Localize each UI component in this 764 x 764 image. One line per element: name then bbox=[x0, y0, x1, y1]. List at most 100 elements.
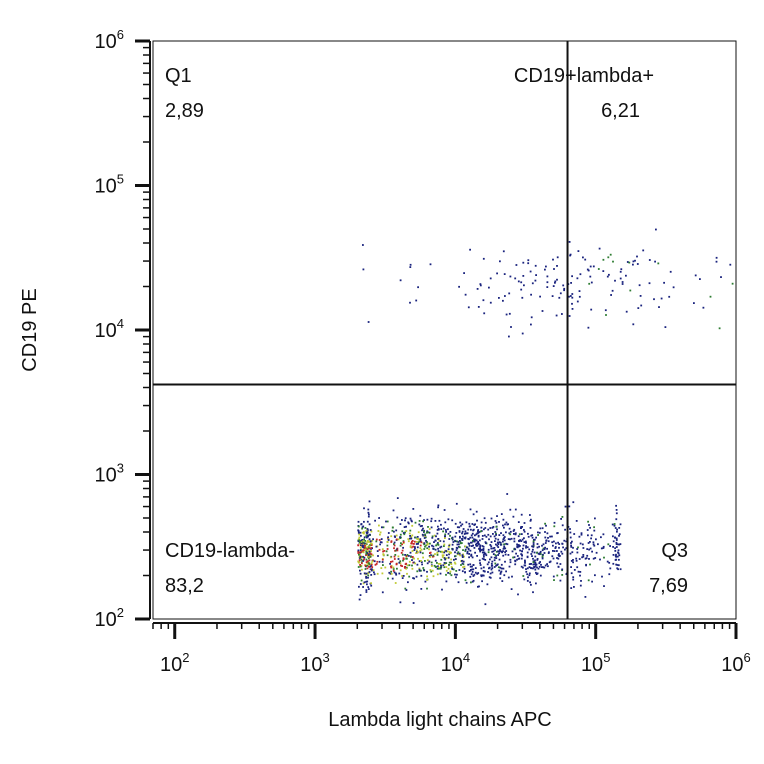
event-dot bbox=[603, 585, 605, 587]
event-dot bbox=[473, 547, 476, 549]
event-dot bbox=[440, 566, 442, 569]
event-dot bbox=[447, 528, 449, 531]
event-dot bbox=[529, 514, 531, 516]
event-dot bbox=[464, 530, 467, 533]
event-dot bbox=[509, 275, 512, 278]
event-dot bbox=[469, 575, 472, 578]
event-dot bbox=[437, 550, 440, 552]
event-dot bbox=[363, 556, 366, 559]
event-dot bbox=[392, 509, 395, 512]
event-dot bbox=[511, 575, 513, 578]
event-dot bbox=[497, 541, 499, 544]
event-dot bbox=[357, 544, 360, 547]
event-dot bbox=[409, 551, 412, 554]
event-dot bbox=[413, 557, 415, 560]
event-dot bbox=[392, 570, 395, 572]
event-dot bbox=[602, 545, 605, 548]
event-dot bbox=[481, 580, 483, 583]
event-dot bbox=[402, 532, 405, 534]
event-dot bbox=[588, 558, 590, 560]
event-dot bbox=[366, 532, 368, 535]
event-dot bbox=[358, 561, 360, 564]
event-dot bbox=[443, 545, 445, 547]
event-dot bbox=[376, 572, 379, 575]
event-dot bbox=[611, 289, 614, 292]
event-dot bbox=[589, 547, 592, 550]
event-dot bbox=[516, 544, 519, 546]
event-dot bbox=[642, 249, 645, 252]
event-dot bbox=[430, 517, 433, 520]
event-dot bbox=[561, 543, 564, 545]
event-dot bbox=[492, 550, 495, 553]
event-dot bbox=[411, 524, 414, 527]
y-tick-label: 102 bbox=[95, 605, 124, 631]
event-dot bbox=[472, 579, 475, 582]
event-dot bbox=[357, 520, 360, 523]
event-dot bbox=[553, 268, 555, 270]
event-dot bbox=[502, 299, 504, 302]
event-dot bbox=[490, 565, 493, 567]
event-dot bbox=[366, 540, 369, 543]
event-dot bbox=[363, 538, 365, 541]
event-dot bbox=[467, 542, 470, 545]
event-dot bbox=[387, 577, 389, 580]
event-dot bbox=[413, 561, 415, 564]
quadrant-ul-value: 2,89 bbox=[165, 100, 204, 122]
event-dot bbox=[437, 542, 439, 544]
event-dot bbox=[568, 505, 571, 508]
event-dot bbox=[576, 300, 579, 303]
event-dot bbox=[604, 309, 607, 312]
event-dot bbox=[500, 567, 503, 570]
event-dot bbox=[554, 546, 557, 548]
event-dot bbox=[560, 518, 562, 520]
event-dot bbox=[366, 548, 369, 550]
event-dot bbox=[513, 537, 516, 540]
event-dot bbox=[562, 284, 565, 287]
event-dot bbox=[506, 493, 509, 495]
event-dot bbox=[525, 541, 527, 544]
event-dot bbox=[420, 569, 422, 572]
event-dot bbox=[529, 519, 532, 522]
event-dot bbox=[470, 528, 472, 531]
event-dot bbox=[632, 323, 635, 326]
event-dot bbox=[371, 569, 373, 572]
event-dot bbox=[445, 569, 448, 572]
event-dot bbox=[474, 551, 476, 554]
event-dot bbox=[391, 529, 394, 532]
event-dot bbox=[455, 570, 458, 572]
event-dot bbox=[477, 532, 480, 534]
event-dot bbox=[370, 574, 373, 576]
event-dot bbox=[448, 561, 451, 564]
event-dot bbox=[488, 576, 491, 579]
event-dot bbox=[561, 516, 564, 518]
event-dot bbox=[369, 553, 371, 556]
event-dot bbox=[415, 575, 418, 578]
event-dot bbox=[439, 546, 442, 549]
event-dot bbox=[405, 530, 408, 532]
event-dot bbox=[367, 555, 369, 558]
event-dot bbox=[516, 555, 519, 557]
event-dot bbox=[402, 542, 405, 545]
event-dot bbox=[592, 543, 595, 546]
event-dot bbox=[619, 277, 622, 280]
event-dot bbox=[544, 531, 546, 533]
event-dot bbox=[552, 575, 555, 578]
event-dot bbox=[489, 301, 492, 304]
event-dot bbox=[403, 526, 406, 528]
y-tick-label: 103 bbox=[95, 461, 124, 487]
event-dot bbox=[450, 563, 453, 565]
event-dot bbox=[561, 574, 564, 576]
event-dot bbox=[447, 545, 450, 548]
event-dot bbox=[426, 562, 429, 565]
event-dot bbox=[615, 509, 618, 511]
event-dot bbox=[535, 571, 537, 574]
event-dot bbox=[448, 538, 451, 540]
event-dot bbox=[360, 534, 362, 537]
event-dot bbox=[669, 270, 672, 273]
event-dot bbox=[616, 555, 619, 558]
event-dot bbox=[423, 519, 425, 521]
event-dot bbox=[430, 526, 433, 529]
event-dot bbox=[535, 582, 537, 585]
event-dot bbox=[416, 570, 419, 573]
event-dot bbox=[482, 570, 485, 572]
